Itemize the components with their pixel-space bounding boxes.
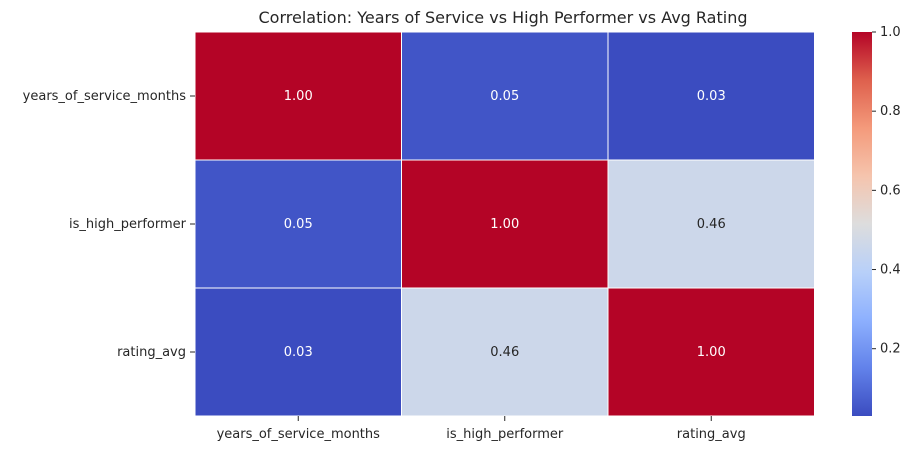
cell-annotation: 0.03 [697,89,726,104]
x-tick-label: rating_avg [677,427,746,442]
chart-title: Correlation: Years of Service vs High Pe… [259,8,748,27]
x-tick-label: years_of_service_months [217,427,381,442]
heatmap-cell [401,159,609,289]
cell-annotation: 0.46 [490,345,519,360]
cell-annotation: 1.00 [697,345,726,360]
heatmap-cell [194,287,402,417]
colorbar-tick-label: 0.4 [880,263,901,278]
y-tick-label: years_of_service_months [23,89,187,104]
heatmap-cell [607,31,815,161]
y-axis-tick-labels: years_of_service_months is_high_performer… [23,89,195,360]
heatmap-cell [401,287,609,417]
y-tick-label: is_high_performer [69,217,187,232]
y-tick-label: rating_avg [117,345,186,360]
cell-annotations: 1.00 0.05 0.03 0.05 1.00 0.46 0.03 0.46 1.00 [284,89,726,360]
heatmap-cell [194,159,402,289]
cell-annotation: 0.46 [697,217,726,232]
colorbar-tick-label: 0.2 [880,342,901,357]
x-axis-tick-labels: years_of_service_months is_high_performer… [217,416,746,442]
colorbar-tick-label: 0.8 [880,104,901,119]
colorbar-tick-label: 0.6 [880,183,901,198]
cell-annotation: 0.05 [284,217,313,232]
colorbar-gradient [852,32,872,416]
heatmap-cells [194,31,815,417]
heatmap-cell [194,31,402,161]
cell-annotation: 1.00 [284,89,313,104]
heatmap-cell [401,31,609,161]
colorbar-tick-label: 1.0 [880,25,901,40]
heatmap-cell [607,159,815,289]
cell-annotation: 0.05 [490,89,519,104]
x-tick-label: is_high_performer [446,427,564,442]
colorbar: 0.2 0.4 0.6 0.8 1.0 [852,25,901,416]
cell-annotation: 0.03 [284,345,313,360]
cell-annotation: 1.00 [490,217,519,232]
